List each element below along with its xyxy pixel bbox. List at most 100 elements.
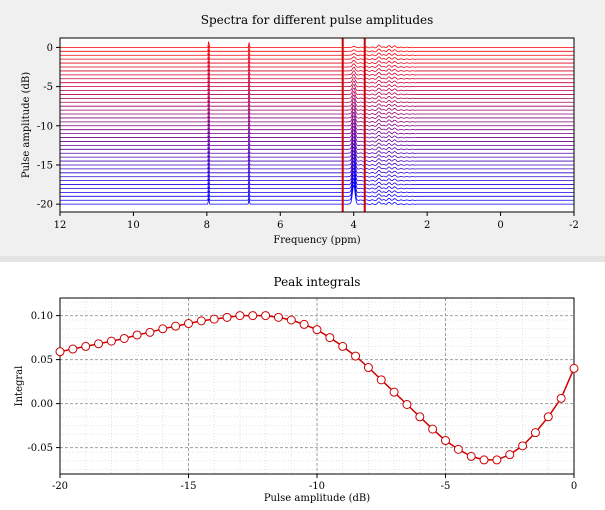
spectrum-trace xyxy=(60,56,574,65)
integral-data-point xyxy=(171,321,181,331)
integrals-y-tick-label: -0.05 xyxy=(27,443,53,454)
spectrum-trace xyxy=(60,139,574,155)
spectrum-trace xyxy=(60,68,574,76)
integrals-x-label: Pulse amplitude (dB) xyxy=(264,493,370,504)
spectra-x-tick-label: 6 xyxy=(277,220,283,231)
spectrum-trace xyxy=(60,101,574,112)
integral-data-point xyxy=(209,314,219,324)
spectrum-trace xyxy=(60,171,574,190)
spectrum-trace xyxy=(60,129,574,143)
integrals-title: Peak integrals xyxy=(274,275,361,289)
integral-data-point xyxy=(158,324,168,334)
spectra-y-tick-label: -20 xyxy=(37,200,53,211)
spectrum-trace xyxy=(60,115,574,127)
spectra-x-tick-label: 0 xyxy=(497,220,503,231)
spectrum-trace xyxy=(60,160,574,178)
spectrum-trace xyxy=(60,164,574,182)
integral-data-point xyxy=(119,333,129,343)
integrals-y-tick-label: 0.05 xyxy=(31,355,53,366)
integral-data-point xyxy=(402,399,412,409)
spectra-frame xyxy=(59,37,575,213)
integrals-x-tick-label: -5 xyxy=(441,481,451,492)
integral-data-point xyxy=(299,319,309,329)
integral-data-point xyxy=(505,450,515,460)
spectrum-trace xyxy=(60,80,574,88)
spectra-x-tick-label: 4 xyxy=(351,220,357,231)
spectrum-trace xyxy=(60,98,574,108)
spectrum-trace xyxy=(60,60,574,68)
spectrum-trace xyxy=(60,125,574,139)
integral-data-point xyxy=(222,312,232,322)
spectrum-trace xyxy=(60,157,574,174)
integral-data-point xyxy=(338,341,348,351)
integral-data-point xyxy=(132,330,142,340)
spectrum-trace xyxy=(60,44,574,53)
integral-data-point xyxy=(556,393,566,403)
spectra-x-tick-label: -2 xyxy=(569,220,579,231)
integral-data-point xyxy=(81,341,91,351)
integral-data-point xyxy=(428,424,438,434)
spectrum-trace xyxy=(60,94,574,104)
integral-data-point xyxy=(312,325,322,335)
integral-data-point xyxy=(196,316,206,326)
spectrum-trace xyxy=(60,132,574,147)
integral-data-point xyxy=(453,444,463,454)
integrals-panel: Peak integrals Pulse amplitude (dB) Integr… xyxy=(0,262,605,510)
integral-data-point xyxy=(441,436,450,446)
peak-integrals-chart[interactable]: Peak integrals Pulse amplitude (dB) Integr… xyxy=(0,262,605,510)
spectrum-trace xyxy=(60,122,574,135)
spectrum-trace xyxy=(60,91,574,100)
integral-data-point xyxy=(518,441,528,451)
spectra-chart[interactable]: Spectra for different pulse amplitudes Fr… xyxy=(0,0,605,256)
spectra-y-tick-label: 0 xyxy=(47,43,53,54)
spectrum-trace xyxy=(60,52,574,61)
spectrum-trace xyxy=(60,136,574,151)
spectra-x-tick-label: 10 xyxy=(127,220,140,231)
integral-data-point xyxy=(68,344,78,354)
integral-data-point xyxy=(145,327,155,337)
integral-data-point xyxy=(543,412,553,422)
integrals-y-tick-label: 0.10 xyxy=(31,311,53,322)
integrals-x-tick-label: -10 xyxy=(309,481,325,492)
spectra-y-tick-label: -5 xyxy=(43,82,53,93)
spectrum-trace xyxy=(60,64,574,72)
integral-data-point xyxy=(530,428,540,438)
integral-data-point xyxy=(376,375,386,385)
spectrum-trace xyxy=(60,48,574,57)
panel-splitter[interactable] xyxy=(0,256,605,262)
integral-data-point xyxy=(363,363,373,373)
spectrum-trace xyxy=(60,72,574,80)
spectrum-trace xyxy=(60,108,574,119)
spectrum-trace xyxy=(60,87,574,96)
integral-data-point xyxy=(94,339,104,349)
spectra-y-tick-label: -15 xyxy=(37,160,53,171)
spectrum-trace xyxy=(60,105,574,115)
spectrum-trace xyxy=(60,181,574,202)
spectra-x-label: Frequency (ppm) xyxy=(273,235,360,246)
spectra-x-tick-label: 8 xyxy=(204,220,210,231)
integral-data-point xyxy=(351,351,361,361)
integral-data-point xyxy=(389,387,399,397)
integral-data-point xyxy=(466,451,476,461)
spectra-y-tick-label: -10 xyxy=(37,121,53,132)
integral-data-point xyxy=(492,455,502,465)
spectra-title: Spectra for different pulse amplitudes xyxy=(201,13,434,27)
integral-data-point xyxy=(248,311,258,321)
spectrum-trace xyxy=(60,83,574,92)
integral-data-point xyxy=(184,319,193,329)
spectrum-trace xyxy=(60,150,574,166)
integral-data-point xyxy=(106,336,116,346)
integrals-x-tick-label: 0 xyxy=(571,481,577,492)
spectrum-trace xyxy=(60,112,574,123)
integral-data-point xyxy=(286,315,296,325)
integral-data-point xyxy=(569,363,579,373)
spectrum-trace xyxy=(60,174,574,194)
spectra-plot-area xyxy=(60,38,574,212)
spectra-x-tick-label: 12 xyxy=(54,220,67,231)
spectrum-trace xyxy=(60,76,574,84)
spectrum-trace xyxy=(60,153,574,170)
integral-data-point xyxy=(235,311,245,321)
integral-data-point xyxy=(325,333,335,343)
spectra-y-label: Pulse amplitude (dB) xyxy=(21,72,32,178)
integral-data-point xyxy=(479,455,489,465)
